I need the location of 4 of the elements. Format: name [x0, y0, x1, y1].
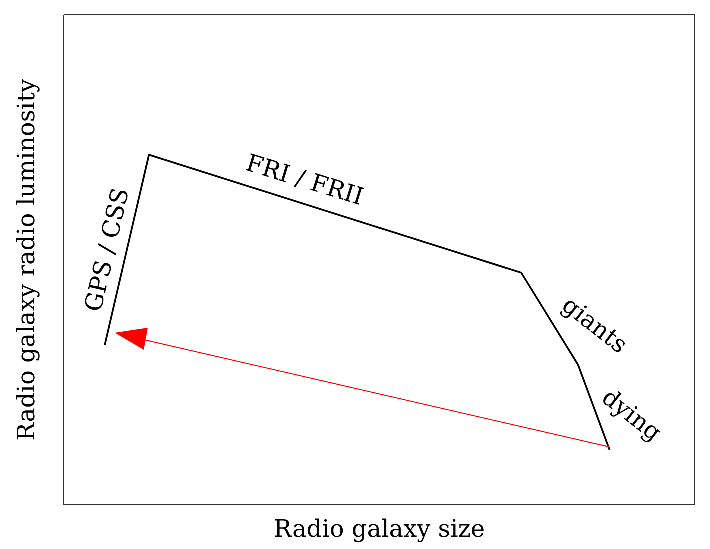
y-axis-title: Radio galaxy radio luminosity: [12, 78, 41, 441]
x-axis-title: Radio galaxy size: [274, 515, 486, 543]
annotation: FRI / FRII: [242, 148, 368, 212]
annotation: GPS / CSS: [79, 185, 135, 315]
